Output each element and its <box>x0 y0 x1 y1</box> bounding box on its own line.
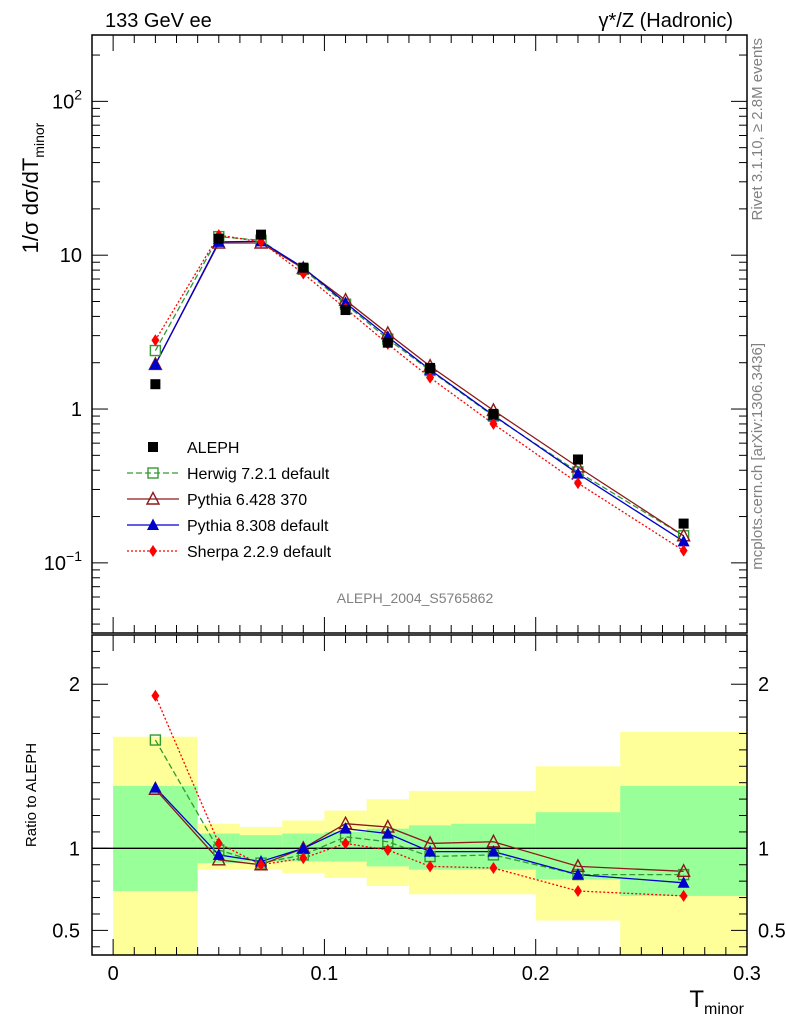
ratio-band-inner <box>113 785 198 891</box>
legend: ALEPH Herwig 7.2.1 default Pythia 6.428 37… <box>127 440 332 561</box>
main-point-sherpa <box>573 477 582 490</box>
rivet-version-label: Rivet 3.1.10, ≥ 2.8M events <box>749 38 766 221</box>
main-point-data <box>213 233 224 244</box>
main-point-data <box>382 337 393 348</box>
x-axis-label: Tminor <box>689 986 744 1018</box>
ratio-line-pythia8 <box>154 787 684 884</box>
ratio-y-tick-label-left: 2 <box>69 674 80 696</box>
ratio-point-pythia8 <box>149 781 162 793</box>
main-point-data <box>298 262 309 273</box>
ratio-point-pythia8 <box>487 845 500 857</box>
ratio-point-sherpa <box>299 852 308 865</box>
process-label: γ*/Z (Hadronic) <box>599 10 733 32</box>
ratio-point-sherpa <box>383 843 392 856</box>
main-plot-frame <box>91 34 748 634</box>
ratio-y-tick-label-right: 0.5 <box>758 920 786 942</box>
main-point-data <box>425 362 436 373</box>
main-y-tick-label: 10−1 <box>44 548 82 575</box>
ratio-y-tick-label-right: 2 <box>758 674 769 696</box>
ratio-line-pythia6 <box>154 788 684 872</box>
main-point-data <box>572 454 583 465</box>
ratio-point-sherpa <box>426 860 435 873</box>
main-point-pythia8 <box>149 357 162 370</box>
legend-label-herwig: Herwig 7.2.1 default <box>187 466 330 483</box>
ratio-point-pythia8 <box>381 827 394 839</box>
main-point-sherpa <box>489 417 498 430</box>
analysis-id-label: ALEPH_2004_S5765862 <box>337 590 494 606</box>
ratio-point-pythia8 <box>571 868 584 880</box>
x-tick-label: 0.3 <box>733 963 761 985</box>
main-line-sherpa <box>154 234 684 552</box>
ratio-point-sherpa <box>489 862 498 875</box>
ratio-point-sherpa <box>573 885 582 897</box>
legend-marker-data <box>148 442 158 452</box>
main-panel: 10−1 1 10 102 <box>44 34 748 634</box>
ratio-point-sherpa <box>341 837 350 850</box>
legend-marker-herwig <box>147 467 159 479</box>
main-line-pythia6 <box>154 242 684 537</box>
main-point-pythia8 <box>571 467 584 479</box>
ratio-point-pythia8 <box>297 841 310 854</box>
ratio-point-sherpa <box>214 837 223 850</box>
ratio-point-sherpa <box>679 889 688 902</box>
main-line-pythia8 <box>154 240 684 542</box>
ratio-y-tick-label-right: 1 <box>758 838 769 860</box>
ratio-panel: 0.5 0.5 1 1 2 2 0 0.1 0.2 0.3 <box>52 634 786 985</box>
main-point-sherpa <box>679 544 688 557</box>
ratio-point-sherpa <box>151 689 160 702</box>
main-y-tick-label: 1 <box>71 399 82 421</box>
ratio-point-pythia8 <box>677 876 690 888</box>
x-tick-label: 0.1 <box>311 963 339 985</box>
legend-label-pythia6: Pythia 6.428 370 <box>187 492 307 509</box>
x-tick-label: 0 <box>108 963 119 985</box>
main-point-data <box>488 408 499 419</box>
main-y-tick-label: 10 <box>60 245 82 267</box>
legend-marker-pythia8 <box>147 518 159 530</box>
main-point-data <box>678 518 689 529</box>
ratio-plot-frame <box>91 634 748 956</box>
legend-marker-pythia6 <box>145 490 161 505</box>
main-point-data <box>256 229 267 240</box>
mcplots-source-label: mcplots.cern.ch [arXiv:1306.3436] <box>749 343 766 570</box>
legend-marker-sherpa <box>149 545 157 557</box>
x-tick-label: 0.2 <box>522 963 550 985</box>
main-y-axis-label: 1/σ dσ/dTminor <box>18 122 47 253</box>
ratio-line-herwig <box>154 739 684 876</box>
main-point-sherpa <box>426 371 435 384</box>
ratio-y-tick-label-left: 0.5 <box>52 920 80 942</box>
legend-label-sherpa: Sherpa 2.2.9 default <box>187 544 332 561</box>
ratio-y-axis-label: Ratio to ALEPH <box>23 743 40 847</box>
legend-label-pythia8: Pythia 8.308 default <box>187 518 329 535</box>
ratio-point-sherpa <box>257 858 266 871</box>
ratio-point-herwig <box>149 734 162 746</box>
ratio-y-tick-label-left: 1 <box>69 838 80 860</box>
main-point-data <box>150 379 161 390</box>
legend-label-data: ALEPH <box>187 440 239 457</box>
ratio-point-pythia8 <box>339 822 352 834</box>
main-point-pythia8 <box>339 296 352 308</box>
main-point-pythia8 <box>677 534 690 547</box>
ratio-point-pythia8 <box>424 845 437 857</box>
main-point-data <box>340 305 351 316</box>
main-point-sherpa <box>151 334 160 347</box>
energy-label: 133 GeV ee <box>105 10 212 32</box>
main-y-tick-label: 102 <box>52 86 82 113</box>
ratio-point-pythia8 <box>212 848 225 860</box>
ratio-line-sherpa <box>154 695 684 897</box>
